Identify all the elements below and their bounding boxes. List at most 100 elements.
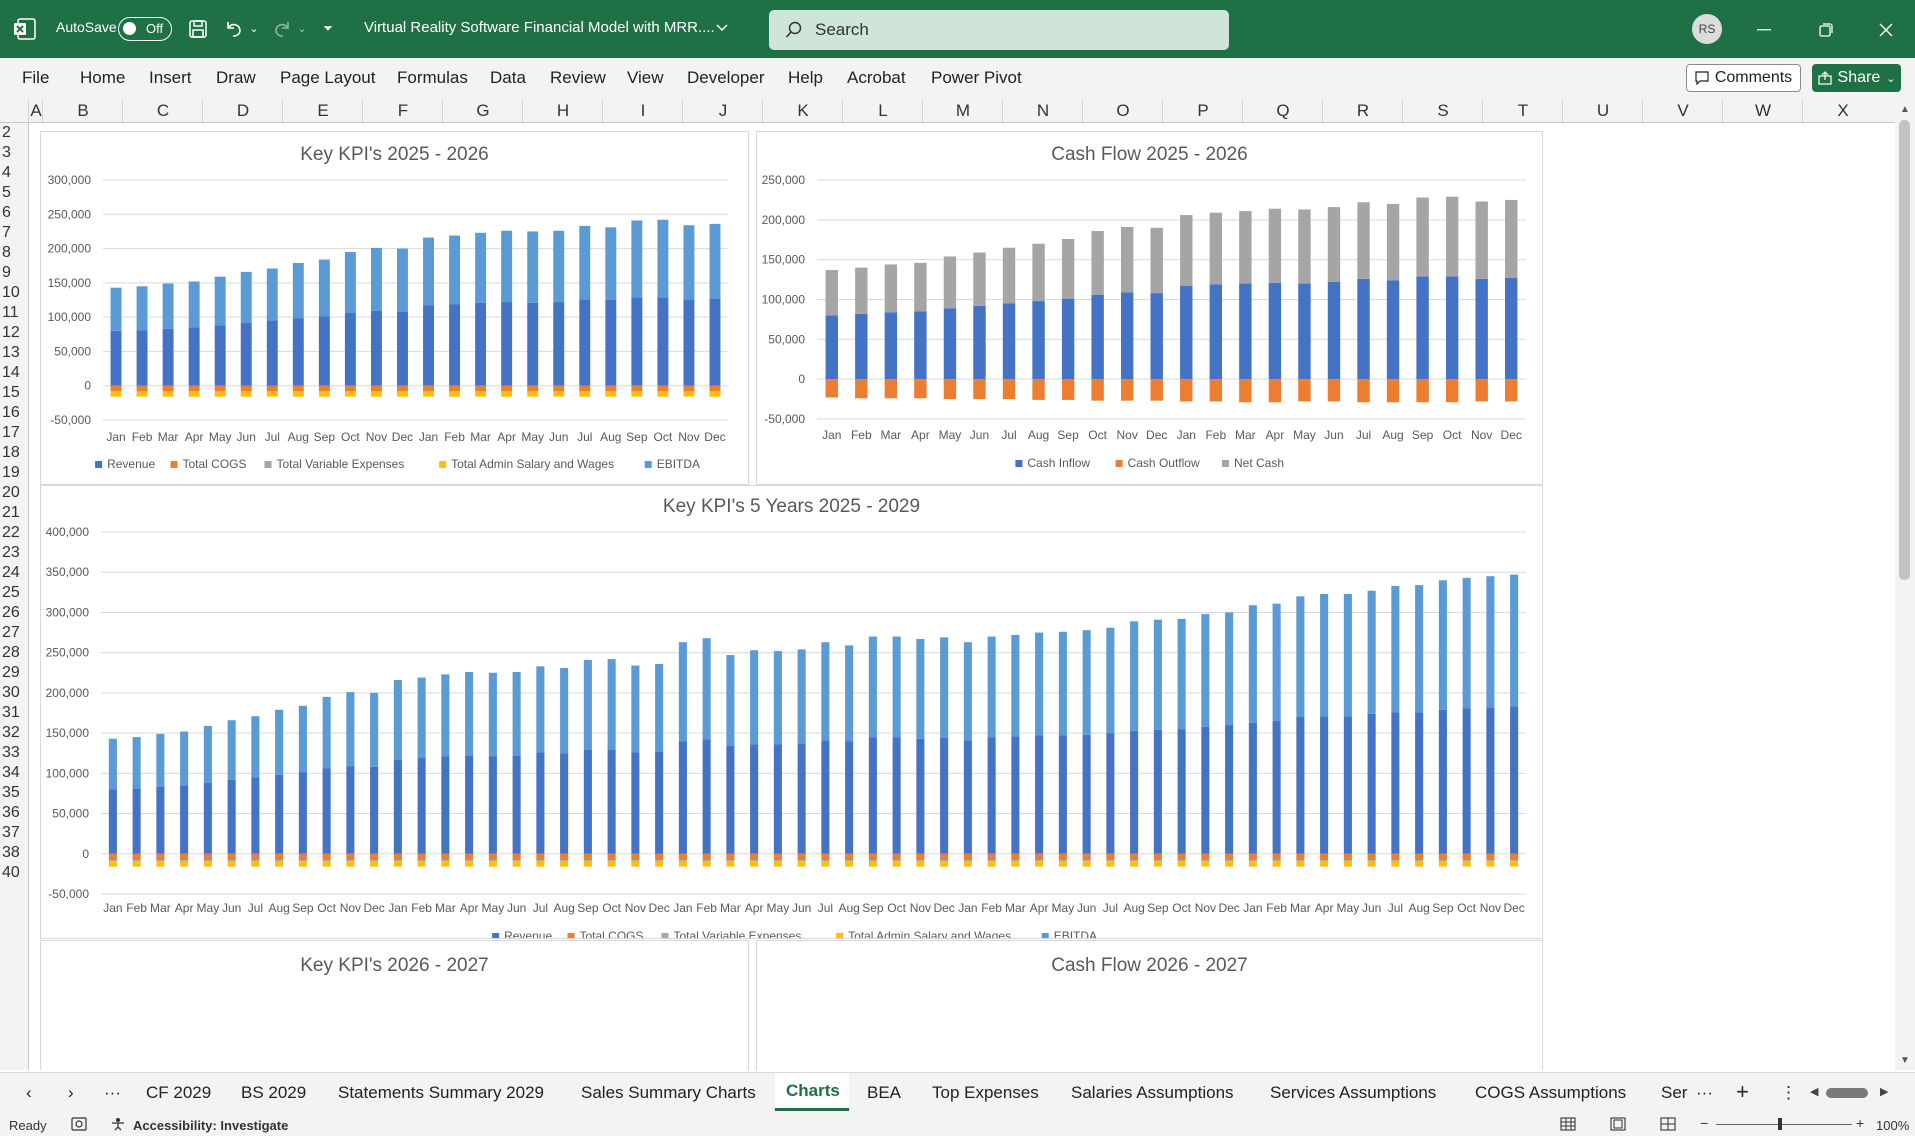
menu-draw[interactable]: Draw	[216, 68, 256, 87]
row-header-32[interactable]: 32	[2, 724, 20, 741]
horizontal-scrollbar[interactable]: ◀ ▶	[1808, 1085, 1896, 1101]
row-header-16[interactable]: 16	[2, 404, 20, 421]
title-chevron-down-icon[interactable]	[714, 20, 730, 36]
row-header-18[interactable]: 18	[2, 444, 20, 461]
menu-power-pivot[interactable]: Power Pivot	[931, 68, 1022, 87]
redo-dropdown-icon[interactable]: ⌄	[297, 22, 307, 35]
select-all-corner[interactable]	[0, 100, 28, 122]
tab-ser-truncated[interactable]: Ser	[1661, 1083, 1688, 1102]
zoom-slider[interactable]	[1716, 1124, 1852, 1125]
page-break-view-icon[interactable]	[1660, 1117, 1676, 1131]
row-header-13[interactable]: 13	[2, 344, 20, 361]
tab-sales-summary-charts[interactable]: Sales Summary Charts	[581, 1083, 756, 1102]
menu-review[interactable]: Review	[550, 68, 606, 87]
column-header-m[interactable]: M	[922, 100, 1003, 122]
menu-home[interactable]: Home	[80, 68, 126, 87]
row-header-15[interactable]: 15	[2, 384, 20, 401]
menu-insert[interactable]: Insert	[149, 68, 192, 87]
menu-acrobat[interactable]: Acrobat	[847, 68, 906, 87]
column-header-w[interactable]: W	[1722, 100, 1803, 122]
worksheet-area[interactable]: Key KPI's 2025 - 2026 -50,000 0 50,000 100,0…	[29, 123, 1895, 1070]
scrollbar-thumb[interactable]	[1899, 120, 1910, 580]
column-header-u[interactable]: U	[1562, 100, 1643, 122]
column-header-g[interactable]: G	[442, 100, 523, 122]
column-header-l[interactable]: L	[842, 100, 923, 122]
tab-options-icon[interactable]: ⋮	[1780, 1083, 1797, 1102]
tab-more-left-icon[interactable]: ···	[104, 1083, 121, 1102]
tab-salaries-assumptions[interactable]: Salaries Assumptions	[1071, 1083, 1234, 1102]
row-header-33[interactable]: 33	[2, 744, 20, 761]
row-header-24[interactable]: 24	[2, 564, 20, 581]
accessibility-status[interactable]: Accessibility: Investigate	[133, 1118, 289, 1133]
column-header-v[interactable]: V	[1642, 100, 1723, 122]
add-sheet-icon[interactable]: +	[1736, 1079, 1749, 1104]
menu-file[interactable]: File	[22, 68, 50, 87]
excel-logo-icon[interactable]	[12, 16, 38, 42]
row-header-8[interactable]: 8	[2, 244, 11, 261]
chart-key-kpis-2025-2026[interactable]: Key KPI's 2025 - 2026 -50,000 0 50,000 100,0…	[40, 131, 749, 485]
scroll-down-arrow-icon[interactable]: ▼	[1900, 1055, 1910, 1066]
menu-view[interactable]: View	[627, 68, 664, 87]
tab-scroll-left-icon[interactable]: ‹	[26, 1083, 32, 1102]
menu-page-layout[interactable]: Page Layout	[280, 68, 376, 87]
menu-data[interactable]: Data	[490, 68, 526, 87]
column-header-q[interactable]: Q	[1242, 100, 1323, 122]
normal-view-icon[interactable]	[1560, 1117, 1576, 1131]
chart-cash-flow-2026-2027[interactable]: Cash Flow 2026 - 2027	[756, 940, 1543, 1070]
customize-toolbar-icon[interactable]: ⏷	[323, 20, 333, 35]
save-icon[interactable]	[186, 17, 210, 41]
column-header-o[interactable]: O	[1082, 100, 1163, 122]
undo-icon[interactable]	[222, 17, 246, 41]
column-header-x[interactable]: X	[1802, 100, 1883, 122]
row-header-40[interactable]: 40	[2, 864, 20, 881]
row-header-25[interactable]: 25	[2, 584, 20, 601]
autosave-toggle[interactable]: Off	[118, 17, 172, 41]
column-header-a[interactable]: A	[28, 100, 43, 122]
row-header-2[interactable]: 2	[2, 124, 11, 141]
column-header-c[interactable]: C	[122, 100, 203, 122]
tab-more-right-icon[interactable]: ···	[1696, 1083, 1713, 1102]
tab-top-expenses[interactable]: Top Expenses	[932, 1083, 1039, 1102]
tab-cf-2029[interactable]: CF 2029	[146, 1083, 212, 1102]
row-header-9[interactable]: 9	[2, 264, 11, 281]
tab-services-assumptions[interactable]: Services Assumptions	[1270, 1083, 1437, 1102]
column-header-j[interactable]: J	[682, 100, 763, 122]
column-header-h[interactable]: H	[522, 100, 603, 122]
tab-bs-2029[interactable]: BS 2029	[241, 1083, 307, 1102]
row-header-35[interactable]: 35	[2, 784, 20, 801]
search-box[interactable]: Search	[769, 10, 1229, 50]
column-header-d[interactable]: D	[202, 100, 283, 122]
column-header-e[interactable]: E	[282, 100, 363, 122]
zoom-out-icon[interactable]: −	[1700, 1115, 1709, 1131]
zoom-level[interactable]: 100%	[1876, 1118, 1910, 1133]
tab-statements-summary-2029[interactable]: Statements Summary 2029	[338, 1083, 544, 1102]
row-header-38[interactable]: 38	[2, 844, 20, 861]
tab-scroll-right-icon[interactable]: ›	[68, 1083, 74, 1102]
minimize-icon[interactable]	[1752, 18, 1776, 42]
column-header-r[interactable]: R	[1322, 100, 1403, 122]
vertical-scrollbar[interactable]: ▲ ▼	[1895, 100, 1915, 1070]
row-header-34[interactable]: 34	[2, 764, 20, 781]
column-header-n[interactable]: N	[1002, 100, 1083, 122]
row-header-10[interactable]: 10	[2, 284, 20, 301]
chart-key-kpis-5-years[interactable]: Key KPI's 5 Years 2025 - 2029 -50,000 0 50,…	[40, 485, 1543, 939]
tab-bea[interactable]: BEA	[867, 1083, 902, 1102]
hscroll-left-icon[interactable]: ◀	[1810, 1086, 1819, 1098]
chart-cash-flow-2025-2026[interactable]: Cash Flow 2025 - 2026 -50,000 0 50,000 100,0…	[756, 131, 1543, 485]
row-header-3[interactable]: 3	[2, 144, 11, 161]
row-header-4[interactable]: 4	[2, 164, 11, 181]
column-header-s[interactable]: S	[1402, 100, 1483, 122]
row-header-21[interactable]: 21	[2, 504, 20, 521]
column-header-i[interactable]: I	[602, 100, 683, 122]
undo-dropdown-icon[interactable]: ⌄	[249, 22, 259, 35]
zoom-slider-thumb[interactable]	[1778, 1118, 1782, 1130]
chart-key-kpis-2026-2027[interactable]: Key KPI's 2026 - 2027	[40, 940, 749, 1070]
row-header-12[interactable]: 12	[2, 324, 20, 341]
column-header-k[interactable]: K	[762, 100, 843, 122]
column-header-f[interactable]: F	[362, 100, 443, 122]
redo-icon[interactable]	[270, 17, 294, 41]
accessibility-icon[interactable]	[110, 1117, 126, 1131]
tab-cogs-assumptions[interactable]: COGS Assumptions	[1475, 1083, 1627, 1102]
column-header-b[interactable]: B	[42, 100, 123, 122]
hscroll-thumb[interactable]	[1826, 1088, 1868, 1098]
